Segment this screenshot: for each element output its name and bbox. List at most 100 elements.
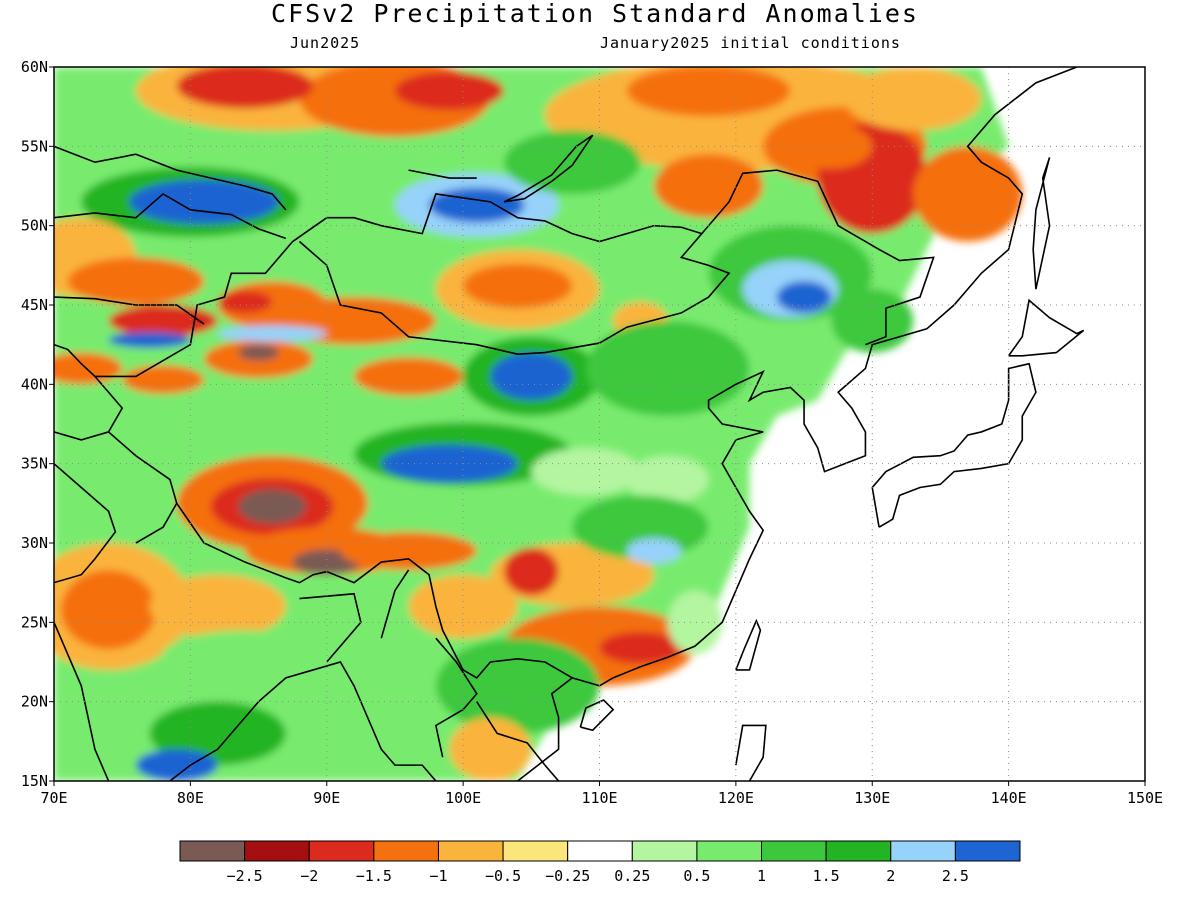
- anomaly-patch-46: [238, 489, 307, 524]
- coastline-segment-22: [135, 502, 178, 544]
- anomaly-patch-51: [60, 569, 157, 650]
- coastline-segment-5: [1007, 298, 1085, 357]
- lat-tick-label: 50N: [21, 217, 48, 235]
- coastline-segment-15: [380, 569, 410, 639]
- colorbar-label: −2.5: [227, 867, 263, 885]
- coastline-segment-18: [54, 343, 124, 441]
- lon-tick-label: 80E: [177, 789, 204, 807]
- colorbar-label: 0.5: [683, 867, 710, 885]
- anomaly-patch-61: [135, 749, 218, 781]
- plot-area: [54, 67, 1145, 781]
- anomaly-patch-34: [217, 325, 327, 342]
- colorbar-label: −2: [300, 867, 318, 885]
- anomaly-patch-2: [176, 67, 314, 109]
- anomaly-patch-42: [531, 447, 641, 496]
- anomaly-patch-11: [844, 67, 982, 131]
- anomaly-patch-63: [163, 630, 327, 678]
- anomaly-patch-32: [354, 357, 464, 396]
- anomaly-patch-59: [435, 638, 600, 734]
- anomaly-patch-43: [626, 455, 709, 504]
- colorbar-swatch: [179, 840, 246, 862]
- colorbar-label: 1.5: [813, 867, 840, 885]
- lat-tick-label: 15N: [21, 772, 48, 790]
- colorbar-swatch: [825, 840, 892, 862]
- coastline-segment-11: [94, 193, 731, 378]
- lon-tick-label: 140E: [991, 789, 1027, 807]
- anomaly-patch-41: [585, 320, 750, 417]
- coastline-segment-20: [54, 192, 287, 240]
- anomaly-patch-62: [449, 717, 532, 781]
- colorbar-label: 0.25: [614, 867, 650, 885]
- lon-tick-label: 150E: [1127, 789, 1163, 807]
- anomaly-patch-49: [340, 531, 477, 570]
- lat-tick-label: 25N: [21, 613, 48, 631]
- lat-tick-label: 45N: [21, 296, 48, 314]
- lon-tick-label: 100E: [445, 789, 481, 807]
- anomaly-patch-52: [149, 574, 286, 639]
- anomaly-patch-9: [913, 146, 1023, 242]
- anomaly-patch-31: [122, 365, 205, 394]
- coastline-segment-12: [701, 169, 935, 346]
- forecast-month: Jun2025: [290, 34, 361, 52]
- coastline-segment-0: [54, 622, 110, 781]
- coastline-segment-7: [735, 618, 762, 671]
- colorbar-label: −1: [429, 867, 447, 885]
- colorbar-swatch: [954, 840, 1021, 862]
- coastline-segment-17: [476, 701, 560, 781]
- axes: 70E 80E 90E 100E 110E 120E 130E 140E 150E 60N 55N 5…: [21, 58, 1163, 807]
- anomaly-patch-28: [108, 305, 218, 337]
- colorbar-swatch: [502, 840, 569, 862]
- anomaly-patch-35: [108, 331, 191, 348]
- colorbar-swatch: [373, 840, 439, 862]
- anomaly-patch-20: [217, 290, 273, 313]
- coastline-segment-9: [735, 724, 767, 781]
- colorbar: −2.5 −2 −1.5 −1 −0.5 −0.25 0.25 0.5 1 1.5 2 2.5: [179, 840, 1021, 885]
- coastline-segment-16: [434, 637, 478, 758]
- colorbar-label: 2: [886, 867, 895, 885]
- lat-tick-label: 35N: [21, 455, 48, 473]
- anomaly-patch-57: [408, 574, 518, 639]
- lon-tick-label: 130E: [854, 789, 890, 807]
- anomaly-patch-54: [504, 547, 559, 596]
- colorbar-swatch: [890, 840, 956, 862]
- lat-tick-label: 40N: [21, 375, 48, 393]
- anomaly-patch-30: [238, 344, 280, 361]
- anomaly-patch-15: [429, 187, 525, 223]
- lat-tick-label: 30N: [21, 534, 48, 552]
- anomaly-patch-22: [463, 263, 573, 309]
- anomaly-patch-33: [54, 352, 123, 385]
- colorbar-label: 2.5: [942, 867, 969, 885]
- anomaly-patch-56: [599, 631, 682, 664]
- lon-tick-label: 90E: [313, 789, 340, 807]
- anomaly-patch-16: [504, 130, 641, 194]
- anomaly-patch-18: [67, 257, 205, 306]
- anomaly-patch-40: [381, 444, 518, 483]
- lon-tick-label: 110E: [581, 789, 617, 807]
- map-title: CFSv2 Precipitation Standard Anomalies: [271, 0, 919, 28]
- anomaly-patch-3: [394, 71, 505, 110]
- lon-tick-label: 70E: [40, 789, 67, 807]
- anomaly-patch-8: [654, 154, 764, 218]
- lat-tick-label: 20N: [21, 693, 48, 711]
- anomaly-patch-25: [776, 281, 832, 313]
- colorbar-swatch: [437, 840, 504, 862]
- coastline-segment-24: [408, 169, 477, 179]
- colorbar-label: −1.5: [356, 867, 392, 885]
- anomaly-patch-58: [667, 590, 723, 655]
- anomaly-patch-38: [490, 352, 573, 401]
- anomaly-patch-60: [149, 701, 286, 766]
- colorbar-label: −0.25: [545, 867, 590, 885]
- coastline-segment-8: [579, 699, 615, 732]
- colorbar-label: −0.5: [485, 867, 521, 885]
- coastline-segment-21: [54, 463, 117, 584]
- coastline-segment-4: [871, 362, 1037, 528]
- colorbar-swatch: [567, 840, 633, 862]
- anomaly-field: [54, 67, 1023, 781]
- lon-tick-label: 120E: [718, 789, 754, 807]
- anomaly-patch-5: [626, 67, 791, 117]
- coastline-segment-1: [169, 661, 437, 781]
- anomaly-patch-26: [831, 289, 914, 353]
- colorbar-swatch: [308, 840, 375, 862]
- colorbar-swatch: [244, 840, 310, 862]
